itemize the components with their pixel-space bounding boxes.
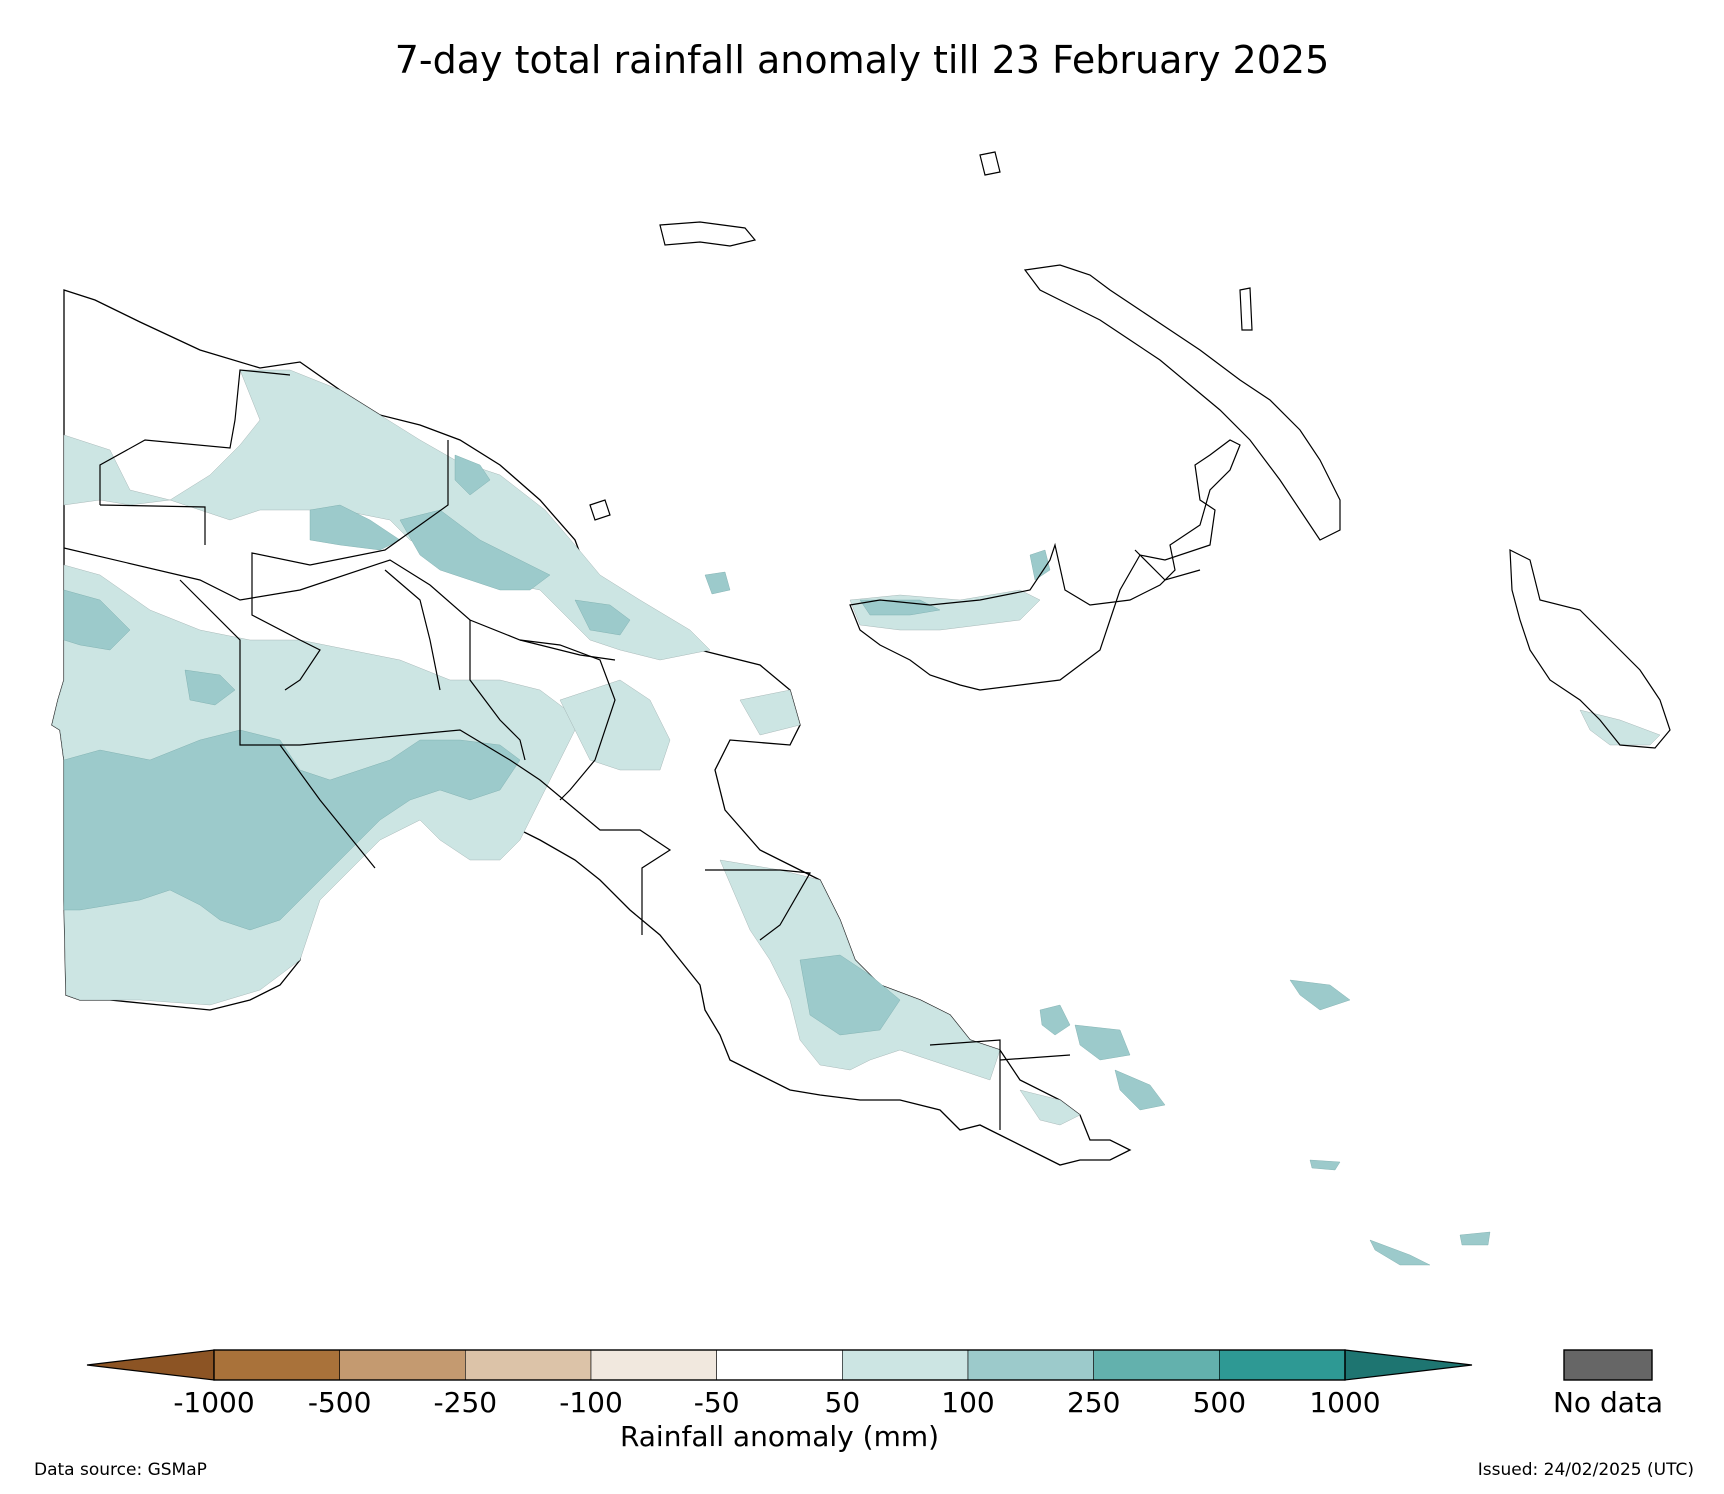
legend-bin [590, 1349, 717, 1381]
legend-tick-label: -100 [559, 1386, 623, 1419]
legend-bin [967, 1349, 1094, 1381]
anomaly-region-coast-east [739, 689, 801, 736]
island-small-1 [589, 499, 611, 521]
legend-tick-label: -250 [434, 1386, 498, 1419]
anomaly-core-rossel [1369, 1239, 1431, 1266]
issued-date-text: Issued: 24/02/2025 (UTC) [1477, 1460, 1694, 1480]
boundary-12 [929, 1039, 1001, 1130]
legend-tick-label: -500 [308, 1386, 372, 1419]
anomaly-core-coast-1 [454, 454, 491, 496]
anomaly-core-sepik [399, 509, 551, 591]
no-data-swatch [1563, 1349, 1653, 1381]
island-small-2 [979, 151, 1001, 176]
legend-bin [465, 1349, 592, 1381]
anomaly-core-milne-5 [1309, 1159, 1341, 1171]
legend-bin-min [86, 1349, 215, 1381]
legend-tick-label: 50 [825, 1386, 861, 1419]
legend-bin [1093, 1349, 1220, 1381]
anomaly-region-bougainville [1579, 709, 1661, 746]
anomaly-core-manus [704, 571, 731, 595]
island-manus [659, 221, 757, 247]
legend-tick-label: 500 [1193, 1386, 1246, 1419]
anomaly-core-milne-4 [1289, 979, 1351, 1011]
boundary-5 [179, 579, 672, 935]
anomaly-core-milne-3 [1114, 1069, 1166, 1111]
legend-tick-label: 100 [941, 1386, 994, 1419]
legend-tick-label: -1000 [173, 1386, 254, 1419]
anomaly-region-east-tip [1019, 1089, 1081, 1126]
anomaly-core-new-britain-west [1029, 549, 1051, 581]
anomaly-core-north [309, 504, 401, 551]
island-new-ireland [1023, 264, 1341, 541]
no-data-label: No data [1553, 1386, 1663, 1419]
boundary-8 [469, 620, 526, 761]
legend-tick-label: 250 [1067, 1386, 1120, 1419]
anomaly-100-250 [63, 454, 1491, 1266]
boundary-3 [99, 504, 206, 545]
legend-bin [716, 1349, 843, 1381]
boundary-11 [999, 1054, 1071, 1061]
boundary-10 [705, 869, 811, 941]
island-new-britain [849, 439, 1241, 691]
legend-bin [339, 1349, 466, 1381]
boundary-2 [99, 369, 291, 505]
legend-bin [1219, 1349, 1346, 1381]
boundary-6 [279, 744, 376, 869]
legend-tick-label: 1000 [1309, 1386, 1380, 1419]
anomaly-core-coast-2 [574, 599, 631, 636]
anomaly-core-milne-1 [1039, 1004, 1071, 1036]
anomaly-region-north-coast [63, 369, 711, 661]
boundary-1 [63, 547, 616, 661]
island-small-3 [1239, 287, 1253, 331]
anomaly-core-milne-2 [1074, 1024, 1131, 1061]
anomaly-core-rossel-2 [1459, 1231, 1491, 1246]
province-boundaries [63, 369, 1201, 1130]
anomaly-core-west [63, 589, 131, 651]
island-bougainville [1509, 549, 1671, 749]
legend-axis-label: Rainfall anomaly (mm) [620, 1420, 939, 1453]
boundary-4 [251, 440, 449, 691]
legend-bin [842, 1349, 969, 1381]
boundary-7 [384, 569, 441, 691]
map-title: 7-day total rainfall anomaly till 23 Feb… [394, 38, 1330, 82]
legend-border [213, 1349, 1346, 1381]
islands [589, 151, 1671, 749]
legend-bin [213, 1349, 340, 1381]
anomaly-core-southeast [799, 954, 901, 1036]
boundary-9 [519, 639, 616, 801]
legend-bin-max [1344, 1349, 1473, 1381]
data-source-text: Data source: GSMaP [34, 1460, 207, 1480]
anomaly-core-mid [184, 669, 236, 706]
legend-tick-label: -50 [694, 1386, 740, 1419]
anomaly-region-central [559, 679, 671, 771]
